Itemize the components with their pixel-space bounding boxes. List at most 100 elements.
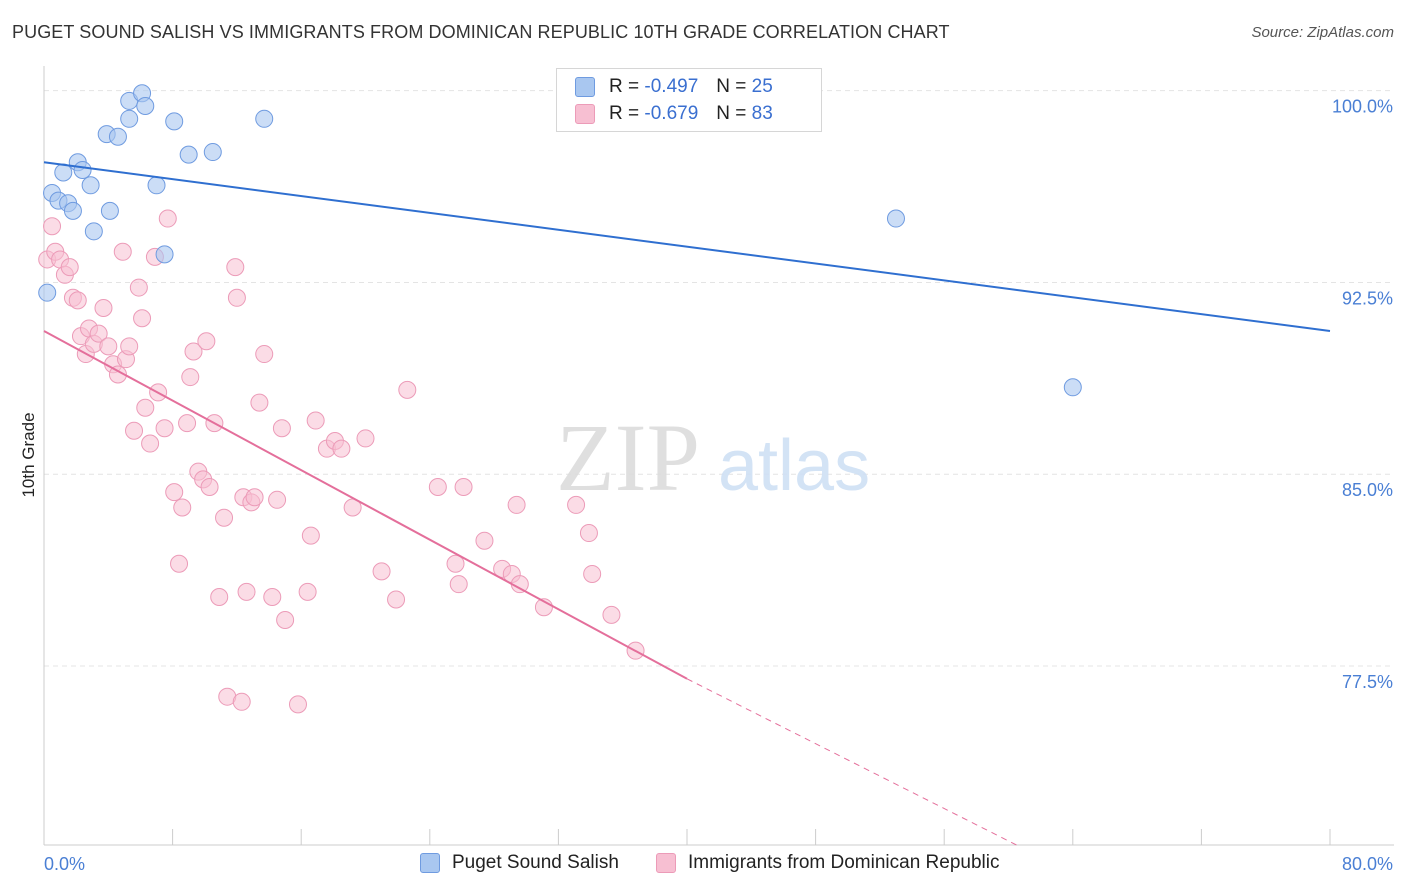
salish-point [73,160,92,179]
source-label: Source: ZipAtlas.com [1251,24,1394,41]
dominican-point [155,419,174,438]
x-tick-label-min: 0.0% [44,854,85,874]
dominican-point [113,242,132,261]
dominican-point [276,610,295,629]
x-axis-ticks: 0.0% 80.0% [44,854,1393,874]
dominican-point [272,419,291,438]
dominican-point [245,488,264,507]
watermark: ZIP atlas [556,404,870,511]
chart-title: PUGET SOUND SALISH VS IMMIGRANTS FROM DO… [12,22,950,42]
dominican-point [446,554,465,573]
dominican-point [227,288,246,307]
dominican-point [215,508,234,527]
salish-legend-swatch-icon [420,853,440,873]
dominican-point [398,380,417,399]
y-tick-label: 92.5% [1342,288,1393,308]
y-tick-label: 100.0% [1332,97,1393,117]
dominican-point [158,209,177,228]
dominican-point [210,587,229,606]
legend-dominican-label: Immigrants from Dominican Republic [688,852,1000,873]
y-tick-label: 85.0% [1342,480,1393,500]
watermark-zip: ZIP [556,404,700,511]
salish-point [1063,378,1082,397]
dominican-point [298,582,317,601]
dominican-point [178,414,197,433]
dominican-point [120,337,139,356]
salish-point [63,201,82,220]
salish-point [136,97,155,116]
salish-point [81,176,100,195]
salish-point [203,143,222,162]
legend-row-salish: R = -0.497 N = 25 [575,74,773,100]
dominican-point [170,554,189,573]
dominican-point [306,411,325,430]
dominican-point [255,345,274,364]
series-dominican-points [38,209,645,714]
dominican-point [136,398,155,417]
stats-legend: R = -0.497 N = 25 R = -0.679 N = 83 [556,68,822,132]
dominican-point [181,368,200,387]
dominican-point [602,605,621,624]
series-legend: Puget Sound Salish Immigrants from Domin… [0,852,1406,878]
dominican-point [356,429,375,448]
watermark-atlas: atlas [718,426,870,506]
y-axis-ticks: 77.5% 85.0% 92.5% 100.0% [1332,97,1393,692]
legend-row-dominican: R = -0.679 N = 83 [575,101,773,127]
dominican-point [68,291,87,310]
dominican-point [99,337,118,356]
dominican-point [372,562,391,581]
salish-trend-line [43,161,1331,333]
salish-point [147,176,166,195]
y-tick-label: 77.5% [1342,672,1393,692]
r-label: R = [609,103,640,124]
salish-point [84,222,103,241]
dominican-trend-line [43,330,688,680]
r-value: -0.497 [644,76,699,97]
dominican-point [94,299,113,318]
dominican-trend-extension [686,678,1017,846]
dominican-point [454,478,473,497]
dominican-point [475,531,494,550]
legend-item-dominican[interactable]: Immigrants from Dominican Republic [656,852,1000,874]
salish-point [255,109,274,128]
dominican-point [583,564,602,583]
salish-point [100,201,119,220]
dominican-point [43,217,62,236]
salish-point [886,209,905,228]
x-tick-label-max: 80.0% [1342,854,1393,874]
salish-point [38,283,57,302]
r-label: R = [609,76,640,97]
salish-swatch-icon [575,77,595,97]
dominican-point [250,393,269,412]
dominican-point [237,582,256,601]
salish-point [108,127,127,146]
legend-salish-label: Puget Sound Salish [452,852,619,873]
dominican-point [579,524,598,543]
dominican-swatch-icon [575,104,595,124]
dominican-point [428,478,447,497]
legend-item-salish[interactable]: Puget Sound Salish [420,852,619,874]
salish-point [165,112,184,131]
n-label: N = [716,76,747,97]
salish-point [120,109,139,128]
dominican-point [200,478,219,497]
dominican-point [226,258,245,277]
n-label: N = [716,103,747,124]
n-value: 25 [751,76,773,97]
y-axis-label: 10th Grade [19,412,38,497]
dominican-point [129,278,148,297]
dominican-point [60,258,79,277]
dominican-point [125,421,144,440]
dominican-point [133,309,152,328]
gridlines [44,90,1394,667]
dominican-point [184,342,203,361]
dominican-point [173,498,192,517]
dominican-point [301,526,320,545]
dominican-point [141,434,160,453]
dominican-point [332,439,351,458]
dominican-point [165,483,184,502]
salish-point [179,145,198,164]
dominican-point [449,575,468,594]
dominican-point [288,695,307,714]
